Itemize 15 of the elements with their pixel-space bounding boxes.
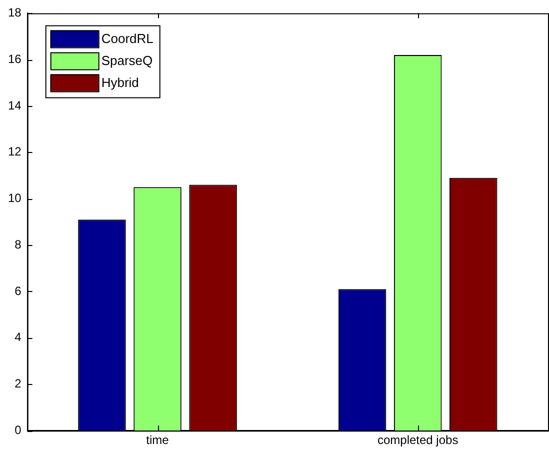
y-tick-label: 8 xyxy=(14,237,22,252)
y-tick-label: 2 xyxy=(14,376,22,391)
y-tick-label: 6 xyxy=(14,284,22,298)
legend-label: CoordRL xyxy=(101,30,154,46)
x-tick-label: time xyxy=(146,433,170,448)
y-tick-label: 18 xyxy=(8,6,22,20)
y-tick-label: 0 xyxy=(14,422,22,437)
y-tick-label: 14 xyxy=(8,98,22,112)
y-tick-label: 12 xyxy=(8,144,22,159)
legend-label: SparseQ xyxy=(101,52,153,68)
legend-label: Hybrid xyxy=(101,74,139,90)
y-tick-label: 4 xyxy=(14,330,22,344)
y-tick-label: 16 xyxy=(8,52,22,66)
y-tick-label: 10 xyxy=(8,191,22,206)
x-tick-label: completed jobs xyxy=(377,433,458,448)
